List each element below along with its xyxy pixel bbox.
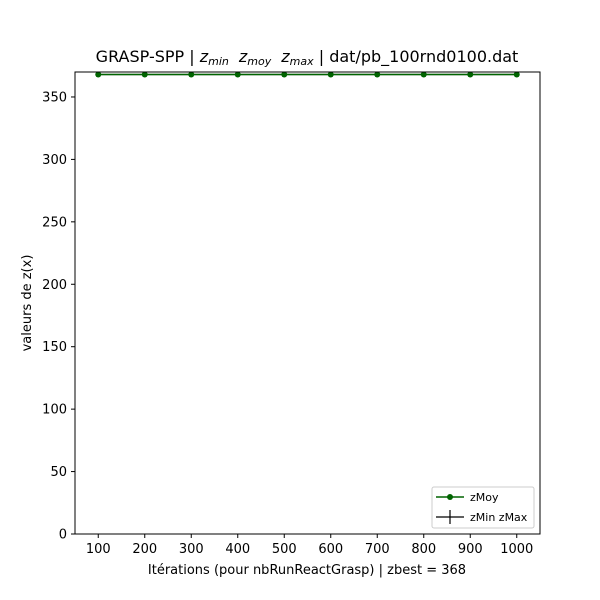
y-tick-label: 250 [42, 215, 67, 230]
x-tick-label: 400 [225, 542, 250, 557]
x-axis-label: Itérations (pour nbRunReactGrasp) | zbes… [148, 563, 466, 578]
zmoy-point [327, 71, 334, 78]
x-tick-label: 1000 [500, 542, 533, 557]
zmoy-point [467, 71, 474, 78]
zmoy-point [420, 71, 427, 78]
x-tick-label: 700 [365, 542, 390, 557]
legend: zMoy zMin zMax [431, 486, 535, 529]
zmoy-point [281, 71, 288, 78]
legend-zminmax-label: zMin zMax [470, 511, 528, 524]
title-zmax-sub: max [290, 55, 314, 68]
y-tick-label: 200 [42, 278, 67, 293]
zmoy-point [188, 71, 195, 78]
y-tick-label: 100 [42, 403, 67, 418]
y-tick-label: 50 [50, 465, 67, 480]
legend-zmoy-label: zMoy [470, 491, 499, 504]
title-zmoy-sub: moy [247, 55, 271, 68]
y-tick-label: 300 [42, 153, 67, 168]
title-zmin-sub: min [208, 55, 229, 68]
title-zmax: z [280, 47, 290, 66]
y-axis-label: valeurs de z(x) [20, 255, 35, 352]
title-zmoy: z [238, 47, 248, 66]
plot-frame [74, 71, 541, 535]
zmoy-point [374, 71, 381, 78]
x-tick-label: 100 [86, 542, 111, 557]
x-tick-label: 600 [318, 542, 343, 557]
x-tick-label: 500 [272, 542, 297, 557]
zmoy-point [513, 71, 520, 78]
zmoy-point [141, 71, 148, 78]
plot-area: 100 200 300 400 500 600 700 800 900 1000 0 50 100 150… [42, 71, 533, 557]
title-zmin: z [199, 47, 209, 66]
x-tick-label: 200 [132, 542, 157, 557]
y-tick-label: 350 [42, 90, 67, 105]
chart-title: GRASP-SPP | zmin zmoy zmax | dat/pb_100rnd… [96, 47, 519, 68]
zmoy-point [95, 71, 102, 78]
zmoy-point [234, 71, 241, 78]
legend-zmoy-marker [447, 494, 453, 500]
title-suffix: | dat/pb_100rnd0100.dat [314, 47, 519, 67]
x-tick-label: 900 [458, 542, 483, 557]
x-tick-label: 800 [411, 542, 436, 557]
title-prefix: GRASP-SPP | [96, 47, 200, 66]
y-tick-label: 150 [42, 340, 67, 355]
x-tick-label: 300 [179, 542, 204, 557]
y-tick-label: 0 [59, 528, 67, 543]
